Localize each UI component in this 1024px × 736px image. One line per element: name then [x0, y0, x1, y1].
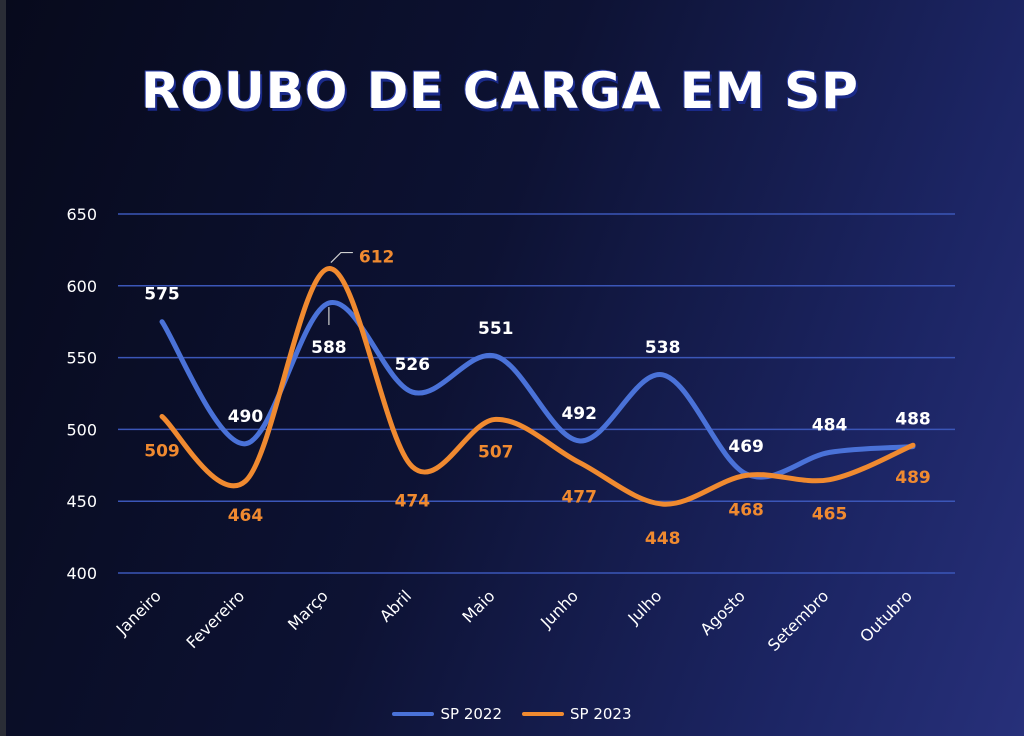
- y-tick-label: 500: [66, 420, 97, 439]
- series-lines: [159, 266, 916, 507]
- data-labels: 575 509 490 464 588 612 526 474 551 507 492 477 538 4…: [144, 248, 931, 550]
- data-label-2023: 448: [645, 529, 681, 549]
- legend-entry-2022: SP 2022: [392, 705, 502, 723]
- data-label-2022: 469: [728, 437, 764, 457]
- y-tick-label: 550: [66, 349, 97, 368]
- data-label-2023: 477: [561, 487, 597, 507]
- series-line-1: [159, 266, 916, 507]
- y-tick-label: 450: [66, 492, 97, 511]
- data-label-2022: 551: [478, 319, 514, 339]
- data-label-2023: 507: [478, 442, 514, 462]
- data-label-2023: 489: [895, 468, 931, 488]
- data-label-2022: 490: [228, 407, 264, 427]
- data-label-2023: 612: [359, 248, 395, 268]
- data-label-2022: 588: [311, 338, 347, 358]
- legend-entry-2023: SP 2023: [522, 705, 632, 723]
- data-label-2023: 468: [728, 500, 764, 520]
- x-tick-label: Março: [284, 586, 332, 634]
- leader-line: [330, 251, 353, 263]
- y-tick-label: 400: [66, 564, 97, 583]
- grid-lines: [118, 213, 955, 574]
- legend-label-2023: SP 2023: [570, 705, 632, 723]
- x-tick-label: Setembro: [764, 586, 833, 655]
- data-label-2022: 538: [645, 338, 681, 358]
- x-tick-label: Abril: [376, 586, 415, 625]
- y-tick-label: 600: [66, 277, 97, 296]
- x-tick-label: Agosto: [696, 586, 749, 639]
- series-line-0: [159, 300, 916, 480]
- legend: SP 2022 SP 2023: [0, 702, 1024, 726]
- x-tick-label: Outubro: [856, 586, 916, 646]
- x-tick-label: Janeiro: [112, 586, 165, 639]
- y-tick-label: 650: [66, 205, 97, 224]
- window-edge: [0, 0, 6, 736]
- x-tick-label: Maio: [458, 586, 498, 626]
- data-label-2022: 575: [144, 285, 180, 305]
- data-label-2022: 484: [812, 415, 848, 435]
- x-tick-label: Junho: [536, 586, 582, 632]
- x-axis-ticks: Janeiro Fevereiro Março Abril Maio Junho Julho…: [112, 586, 916, 655]
- legend-swatch-2022: [392, 712, 435, 716]
- data-label-2022: 492: [561, 404, 597, 424]
- data-label-2023: 465: [812, 505, 848, 525]
- x-tick-label: Fevereiro: [183, 586, 249, 652]
- legend-label-2022: SP 2022: [440, 705, 502, 723]
- y-axis-ticks: 400 450 500 550 600 650: [66, 205, 97, 583]
- data-label-2023: 474: [395, 492, 431, 512]
- chart-title: ROUBO DE CARGA EM SP: [141, 62, 859, 120]
- legend-swatch-2023: [522, 712, 564, 716]
- data-label-2023: 509: [144, 441, 180, 461]
- data-label-2022: 526: [395, 355, 431, 375]
- data-label-2023: 464: [228, 506, 264, 526]
- data-label-2022: 488: [895, 410, 931, 430]
- line-chart: 400 450 500 550 600 650 Janeiro Fevereiro Março…: [66, 205, 955, 655]
- x-tick-label: Julho: [624, 586, 666, 628]
